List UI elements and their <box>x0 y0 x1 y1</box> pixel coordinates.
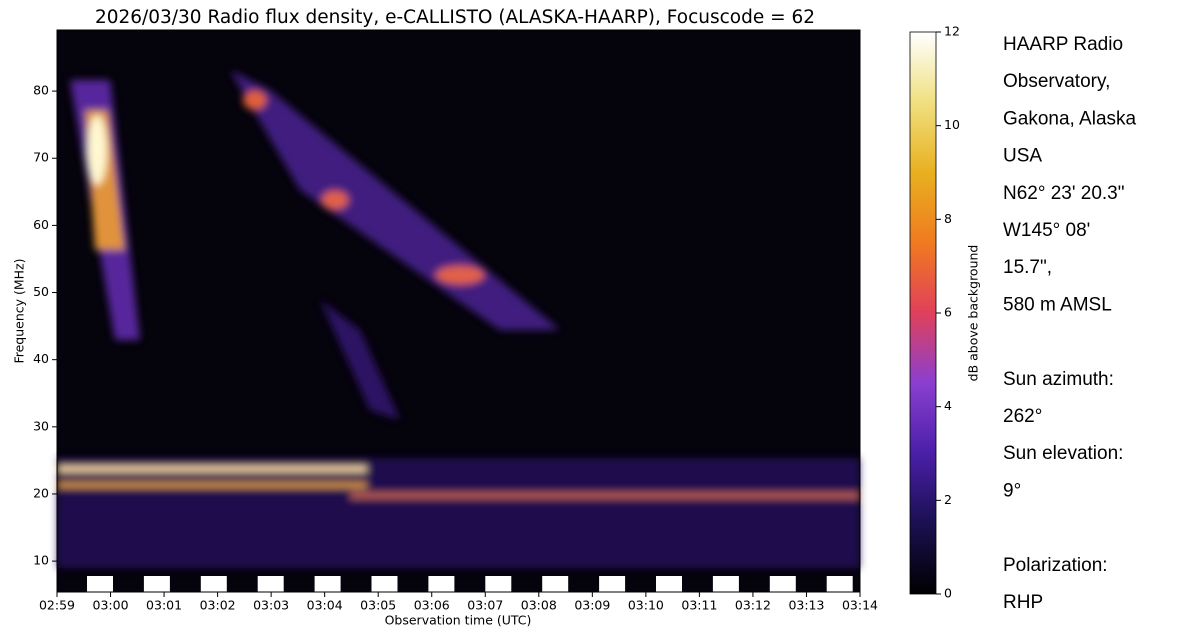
calibration-block <box>769 576 796 592</box>
spectrogram-texture <box>57 70 860 568</box>
x-tick-label: 03:08 <box>521 598 557 613</box>
colorbar <box>909 31 937 595</box>
side-panel-text: RHP <box>1003 592 1043 613</box>
calibration-block <box>656 576 682 592</box>
y-tick-label: 60 <box>33 217 49 232</box>
x-tick-label: 03:01 <box>146 598 182 613</box>
y-tick-label: 50 <box>33 284 49 299</box>
side-panel-text: 15.7", <box>1003 257 1052 278</box>
y-tick-label: 10 <box>33 553 49 568</box>
colorbar-tick-label: 2 <box>944 492 952 507</box>
colorbar-tick-label: 12 <box>944 24 960 39</box>
x-tick-label: 03:09 <box>574 598 610 613</box>
side-panel-text: Sun elevation: <box>1003 443 1123 464</box>
x-tick-label: 03:13 <box>788 598 824 613</box>
y-tick-label: 30 <box>33 418 49 433</box>
side-panel-text: Polarization: <box>1003 555 1108 576</box>
calibration-block <box>314 576 341 592</box>
colorbar-tick-label: 10 <box>944 117 960 132</box>
x-axis-label: Observation time (UTC) <box>385 613 532 628</box>
colorbar-tick-label: 4 <box>944 398 952 413</box>
calibration-block <box>826 576 853 592</box>
side-panel-text: 9° <box>1003 480 1021 501</box>
y-tick-label: 80 <box>33 83 49 98</box>
colorbar-tick-label: 8 <box>944 211 952 226</box>
x-tick-label: 03:02 <box>200 598 236 613</box>
plot-frame <box>56 29 861 593</box>
calibration-block <box>200 576 227 592</box>
x-tick-label: 03:06 <box>414 598 450 613</box>
calibration-block <box>257 576 284 592</box>
x-tick-label: 03:05 <box>360 598 396 613</box>
chart-title: 2026/03/30 Radio flux density, e-CALLIST… <box>95 7 815 28</box>
side-panel-text: Sun azimuth: <box>1003 369 1114 390</box>
side-panel-text: 262° <box>1003 406 1042 427</box>
side-panel-text: N62° 23' 20.3" <box>1003 183 1125 204</box>
calibration-block <box>712 576 739 592</box>
calibration-block <box>87 576 113 592</box>
y-tick-label: 70 <box>33 150 49 165</box>
calibration-block <box>428 576 455 592</box>
side-panel-text: USA <box>1003 146 1042 167</box>
x-tick-label: 03:12 <box>735 598 771 613</box>
x-tick-label: 03:11 <box>681 598 717 613</box>
y-tick-label: 20 <box>33 485 49 500</box>
y-tick-label: 40 <box>33 351 49 366</box>
calibration-block <box>371 576 398 592</box>
colorbar-tick-label: 6 <box>944 305 952 320</box>
side-panel-text: Gakona, Alaska <box>1003 108 1137 129</box>
calibration-block <box>599 576 626 592</box>
x-tick-label: 02:59 <box>39 598 75 613</box>
calibration-block <box>143 576 170 592</box>
colorbar-label: dB above background <box>966 245 981 382</box>
x-tick-label: 03:07 <box>467 598 503 613</box>
side-panel-text: Observatory, <box>1003 71 1110 92</box>
y-axis-label: Frequency (MHz) <box>12 258 27 363</box>
side-panel-text: W145° 08' <box>1003 220 1090 241</box>
x-tick-label: 03:00 <box>93 598 129 613</box>
x-tick-label: 03:14 <box>842 598 878 613</box>
x-tick-label: 03:03 <box>253 598 289 613</box>
colorbar-tick-label: 0 <box>944 586 952 601</box>
side-panel-text: 580 m AMSL <box>1003 294 1112 315</box>
x-tick-label: 03:10 <box>628 598 664 613</box>
calibration-block <box>542 576 569 592</box>
x-tick-label: 03:04 <box>307 598 343 613</box>
side-panel-text: HAARP Radio <box>1003 34 1123 55</box>
calibration-block <box>485 576 512 592</box>
